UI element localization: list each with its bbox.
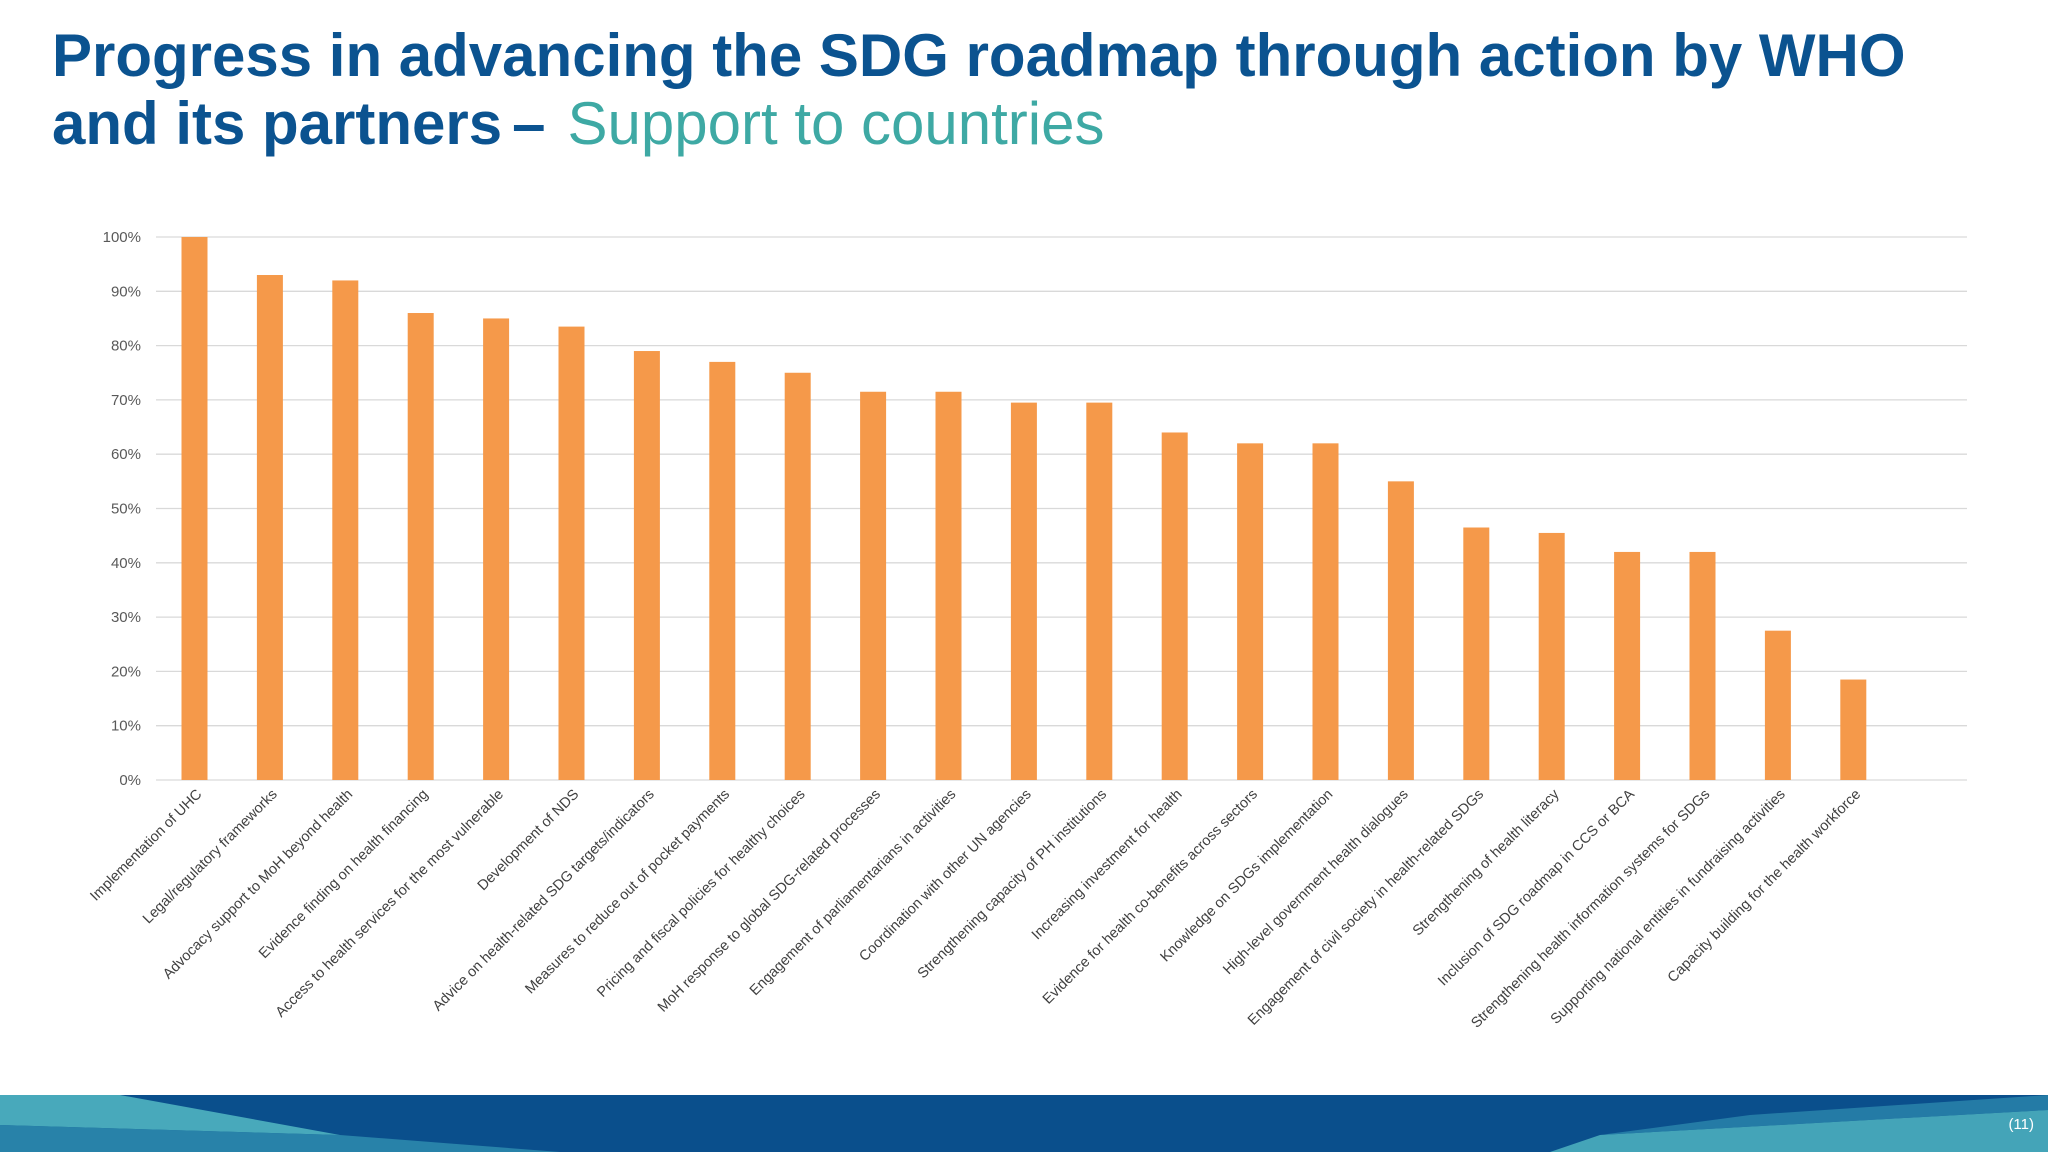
x-tick-label: Legal/regulatory frameworks <box>140 787 281 928</box>
bar <box>558 326 585 780</box>
gridlines <box>156 236 1967 781</box>
bar <box>181 237 208 780</box>
bar-chart: 0% 10% 20% 30% 40% 50% 60% 70% 80% 90% 100% Implem… <box>87 229 1967 1031</box>
bar <box>1764 630 1791 780</box>
y-tick-label: 20% <box>111 663 141 680</box>
bar <box>1614 551 1641 780</box>
title-subtitle: Support to countries <box>567 90 1105 157</box>
bar <box>935 391 962 780</box>
bar <box>332 280 359 780</box>
y-tick-label: 60% <box>111 446 141 463</box>
y-tick-label: 90% <box>111 283 141 300</box>
y-tick-label: 50% <box>111 501 141 518</box>
y-tick-label: 80% <box>111 338 141 355</box>
y-tick-label: 30% <box>111 609 141 626</box>
y-tick-label: 0% <box>119 772 141 789</box>
x-tick-label: Knowledge on SDGs implementation <box>1157 787 1336 966</box>
y-tick-label: 10% <box>111 718 141 735</box>
footer-band <box>0 1095 2048 1152</box>
bar <box>483 318 510 780</box>
bar <box>1161 432 1188 780</box>
bar <box>407 313 434 780</box>
bar <box>1689 551 1716 780</box>
title-dash: – <box>512 90 546 157</box>
title-main: Progress in advancing the SDG roadmap th… <box>52 22 1906 157</box>
x-tick-label: Increasing investment for health <box>1029 787 1186 944</box>
bar <box>633 351 660 780</box>
x-tick-label: Evidence finding on health financing <box>256 787 431 962</box>
bar <box>1086 402 1113 780</box>
bar <box>1010 402 1037 780</box>
y-tick-label: 40% <box>111 555 141 572</box>
x-tick-label: Strengthening of health literacy <box>1410 786 1563 939</box>
bars <box>181 237 1867 780</box>
bar <box>1463 527 1490 780</box>
bar <box>1387 481 1414 780</box>
bar <box>256 275 283 780</box>
bar <box>860 391 887 780</box>
y-tick-label: 100% <box>103 229 141 246</box>
bar <box>1538 532 1565 780</box>
slide-title: Progress in advancing the SDG roadmap th… <box>52 22 1952 158</box>
y-tick-label: 70% <box>111 392 141 409</box>
bar <box>709 361 736 780</box>
x-tick-label: Coordination with other UN agencies <box>856 787 1034 965</box>
page-number: (11) <box>2008 1116 2034 1133</box>
y-axis-ticks: 0% 10% 20% 30% 40% 50% 60% 70% 80% 90% 100% <box>103 229 141 789</box>
bar <box>1840 679 1867 780</box>
bar <box>1312 443 1339 780</box>
bar <box>784 372 811 780</box>
bar <box>1237 443 1264 780</box>
